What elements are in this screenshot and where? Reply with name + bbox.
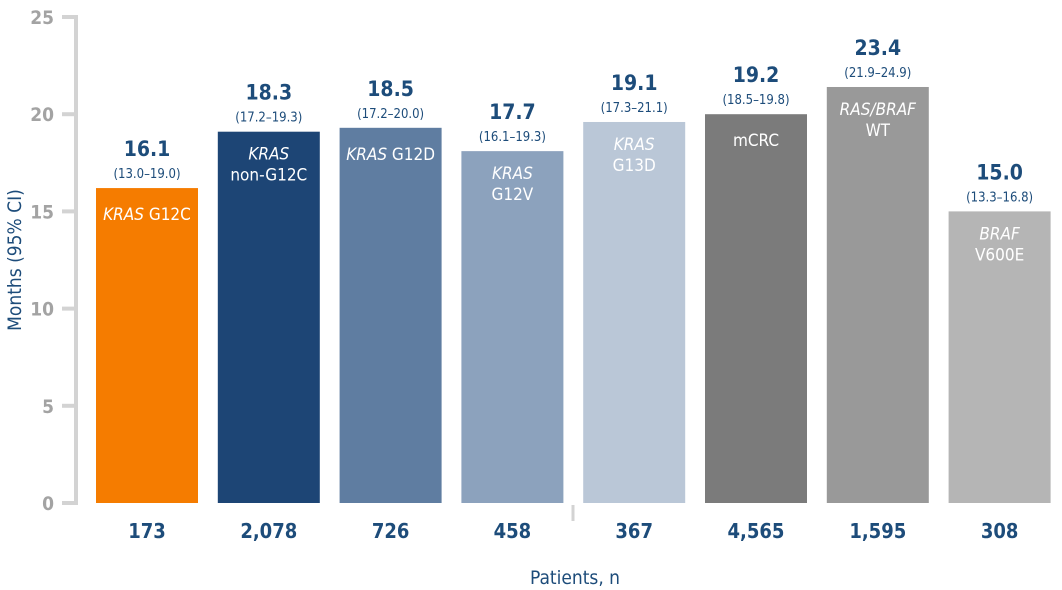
bar-category-label-part: G12V bbox=[492, 185, 534, 205]
bar-category-label-part: KRAS bbox=[248, 145, 289, 165]
bar-category-label: KRAS bbox=[492, 164, 533, 184]
bar bbox=[96, 188, 198, 503]
patient-count-label: 2,078 bbox=[240, 519, 297, 543]
bar bbox=[217, 131, 320, 504]
bar-category-label-part: non-G12C bbox=[230, 166, 307, 186]
bar bbox=[461, 151, 564, 504]
bar bbox=[583, 121, 686, 503]
ci-label: (21.9–24.9) bbox=[844, 66, 911, 81]
bar-category-label-part: WT bbox=[866, 121, 891, 141]
value-label: 19.1 bbox=[611, 71, 658, 95]
bar-category-label: KRAS G12C bbox=[103, 205, 191, 225]
bar-category-label: BRAF bbox=[979, 224, 1020, 244]
value-label: 23.4 bbox=[854, 36, 901, 60]
bar-category-label-part: BRAF bbox=[979, 224, 1020, 244]
bar-category-label-part: mCRC bbox=[733, 131, 779, 151]
bar bbox=[339, 127, 442, 504]
value-label: 16.1 bbox=[124, 137, 171, 161]
bar-category-label: G13D bbox=[613, 156, 656, 176]
ci-label: (13.3–16.8) bbox=[966, 190, 1033, 205]
patient-count-label: 4,565 bbox=[728, 519, 785, 543]
ci-label: (17.3–21.1) bbox=[601, 101, 668, 116]
y-tick-label: 25 bbox=[30, 7, 54, 29]
bar-category-label-part: KRAS bbox=[346, 145, 387, 165]
bar-category-label: KRAS bbox=[248, 145, 289, 165]
ci-label: (16.1–19.3) bbox=[479, 130, 546, 145]
bar-category-label-part: KRAS bbox=[614, 135, 655, 155]
bar-category-label-part: G12D bbox=[387, 145, 435, 165]
y-tick-label: 5 bbox=[42, 396, 54, 418]
bar-category-label: V600E bbox=[975, 245, 1024, 265]
ci-label: (13.0–19.0) bbox=[113, 167, 180, 182]
y-tick-label: 15 bbox=[30, 201, 54, 223]
bar-category-label-part: KRAS bbox=[103, 205, 144, 225]
y-axis-label: Months (95% CI) bbox=[4, 189, 26, 331]
ci-label: (17.2–20.0) bbox=[357, 107, 424, 122]
ci-label: (17.2–19.3) bbox=[235, 111, 302, 126]
value-label: 19.2 bbox=[733, 63, 780, 87]
patient-count-label: 173 bbox=[128, 519, 166, 543]
y-tick-label: 20 bbox=[30, 104, 54, 126]
bar-category-label: RAS/BRAF bbox=[840, 100, 917, 120]
bar-category-label: WT bbox=[866, 121, 891, 141]
value-label: 18.5 bbox=[367, 77, 414, 101]
bar-category-label-part: G13D bbox=[613, 156, 656, 176]
bar-category-label-part: RAS/BRAF bbox=[840, 100, 917, 120]
bar-category-label: G12V bbox=[492, 185, 534, 205]
x-axis-label: Patients, n bbox=[530, 567, 620, 589]
ci-label: (18.5–19.8) bbox=[722, 93, 789, 108]
patient-count-label: 308 bbox=[981, 519, 1019, 543]
patient-count-label: 726 bbox=[372, 519, 410, 543]
bar-category-label: non-G12C bbox=[230, 166, 307, 186]
bar-category-label-part: KRAS bbox=[492, 164, 533, 184]
y-tick-label: 10 bbox=[30, 299, 54, 321]
value-label: 18.3 bbox=[245, 81, 292, 105]
patient-count-label: 1,595 bbox=[849, 519, 906, 543]
bar bbox=[826, 86, 929, 503]
patient-count-label: 367 bbox=[615, 519, 653, 543]
bar-category-label-part: V600E bbox=[975, 245, 1024, 265]
patient-count-label: 458 bbox=[494, 519, 532, 543]
bar bbox=[705, 114, 807, 503]
bar-category-label-part: G12C bbox=[144, 205, 191, 225]
bar-category-label: KRAS bbox=[614, 135, 655, 155]
y-tick-label: 0 bbox=[42, 493, 54, 515]
bar-category-label: KRAS G12D bbox=[346, 145, 435, 165]
bar-category-label: mCRC bbox=[733, 131, 779, 151]
value-label: 15.0 bbox=[976, 160, 1023, 184]
bar bbox=[948, 211, 1051, 503]
value-label: 17.7 bbox=[489, 100, 536, 124]
